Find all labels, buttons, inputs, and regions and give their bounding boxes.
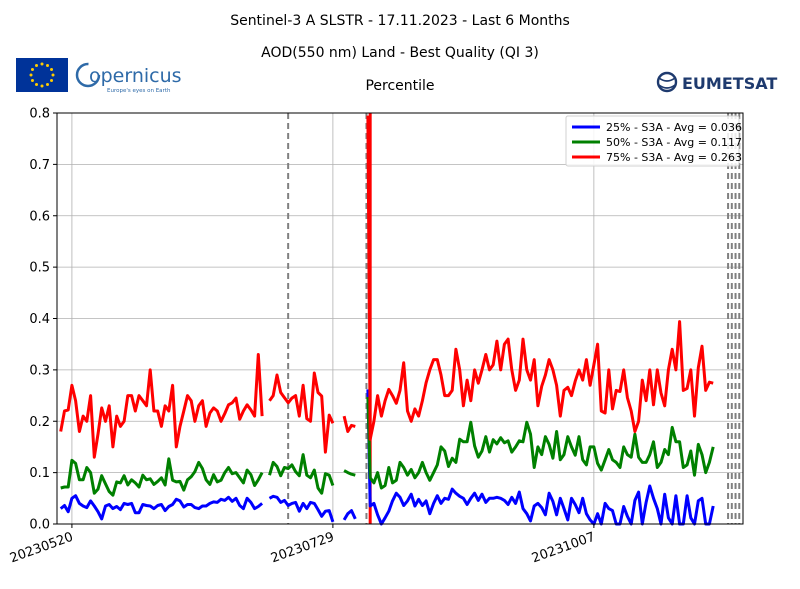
eu-star [50,68,54,71]
eu-star [35,63,38,67]
legend-entry: 75% - S3A - Avg = 0.263 [606,151,742,164]
series-line-p75 [342,415,356,433]
y-tick-label: 0.4 [29,312,50,327]
x-axis: 20230520 20230729 20231007 [8,524,597,566]
eu-star [29,73,33,77]
series-line-p75 [59,353,264,459]
series-line-p25 [268,494,335,523]
eu-star [40,62,44,66]
legend-entry: 25% - S3A - Avg = 0.036 [606,121,742,134]
series-line-p50 [268,453,335,495]
y-tick-label: 0.1 [29,466,50,481]
eu-star [46,83,49,87]
eu-star [50,79,54,82]
eu-star [46,63,49,67]
series-line-p25 [59,494,264,521]
copernicus-logo: opernicus Europe's eyes on Earth [75,62,182,94]
y-tick-label: 0.6 [29,209,50,224]
y-tick-label: 0.7 [29,158,50,173]
eumetsat-logo: EUMETSAT [656,71,777,93]
series-lines [59,115,715,526]
eu-star [35,83,38,87]
y-tick-label: 0.8 [29,107,50,122]
chart-title-line1: Sentinel-3 A SLSTR - 17.11.2023 - Last 6… [230,13,570,29]
legend: 25% - S3A - Avg = 0.036 50% - S3A - Avg =… [565,115,742,167]
series-line-p50 [366,397,715,490]
chart-title-line2: AOD(550 nm) Land - Best Quality (QI 3) [261,45,539,61]
y-tick-label: 0.3 [29,363,50,378]
x-tick-label: 20230520 [8,530,75,567]
chart-subtitle: Percentile [365,78,435,94]
series-line-p75 [366,115,714,441]
eu-star [40,84,44,88]
y-tick-label: 0.0 [29,518,50,533]
series-line-p25 [366,389,715,526]
x-tick-label: 20230729 [269,530,336,567]
series-line-p50 [343,469,356,477]
series-line-p50 [60,457,264,497]
x-tick-label: 20231007 [530,530,597,567]
copernicus-wordmark: opernicus [89,65,182,87]
y-tick-label: 0.5 [29,261,50,276]
legend-box [565,115,740,167]
eu-star [51,73,55,77]
y-axis: 0.0 0.1 0.2 0.3 0.4 0.5 0.6 0.7 0.8 [29,107,57,533]
legend-entry: 50% - S3A - Avg = 0.117 [606,136,742,149]
eu-flag-logo [16,58,68,92]
eumetsat-wordmark: EUMETSAT [682,74,777,93]
series-line-p75 [268,371,335,454]
y-tick-label: 0.2 [29,415,50,430]
eu-star [30,68,34,71]
eu-star [30,79,34,82]
copernicus-tagline: Europe's eyes on Earth [107,88,171,94]
series-line-p25 [342,509,357,521]
